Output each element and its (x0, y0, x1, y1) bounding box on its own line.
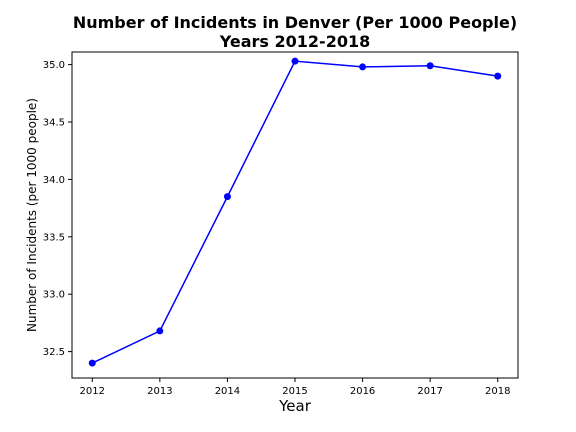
y-tick-label: 32.5 (43, 347, 65, 358)
x-tick-label: 2015 (282, 386, 307, 397)
data-point (291, 57, 299, 65)
y-tick-label: 34.0 (43, 175, 65, 186)
x-axis-ticks: 2012 2013 2014 2015 2016 2017 2018 (80, 378, 510, 397)
data-point (156, 327, 164, 335)
chart-title-line-1: Number of Incidents in Denver (Per 1000 … (73, 13, 517, 32)
data-point (359, 63, 367, 71)
y-tick-label: 35.0 (43, 60, 65, 71)
x-tick-label: 2013 (147, 386, 172, 397)
y-axis-ticks: 32.5 33.0 33.5 34.0 34.5 35.0 (43, 60, 72, 358)
y-tick-label: 34.5 (43, 118, 65, 129)
chart-title-line-2: Years 2012-2018 (219, 32, 370, 51)
x-tick-label: 2016 (350, 386, 375, 397)
plot-frame (71, 51, 519, 379)
y-tick-label: 33.5 (43, 232, 65, 243)
y-tick-label: 33.0 (43, 290, 65, 301)
data-point (494, 72, 502, 80)
x-tick-label: 2017 (417, 386, 442, 397)
series-layer (88, 57, 502, 367)
data-point (426, 62, 434, 70)
x-tick-label: 2012 (80, 386, 105, 397)
x-tick-label: 2018 (485, 386, 510, 397)
plot-area (72, 52, 518, 378)
data-point (88, 359, 96, 367)
x-axis-label: Year (278, 397, 312, 415)
x-tick-label: 2014 (215, 386, 240, 397)
data-point (223, 193, 231, 201)
y-axis-label: Number of Incidents (per 1000 people) (25, 98, 39, 332)
